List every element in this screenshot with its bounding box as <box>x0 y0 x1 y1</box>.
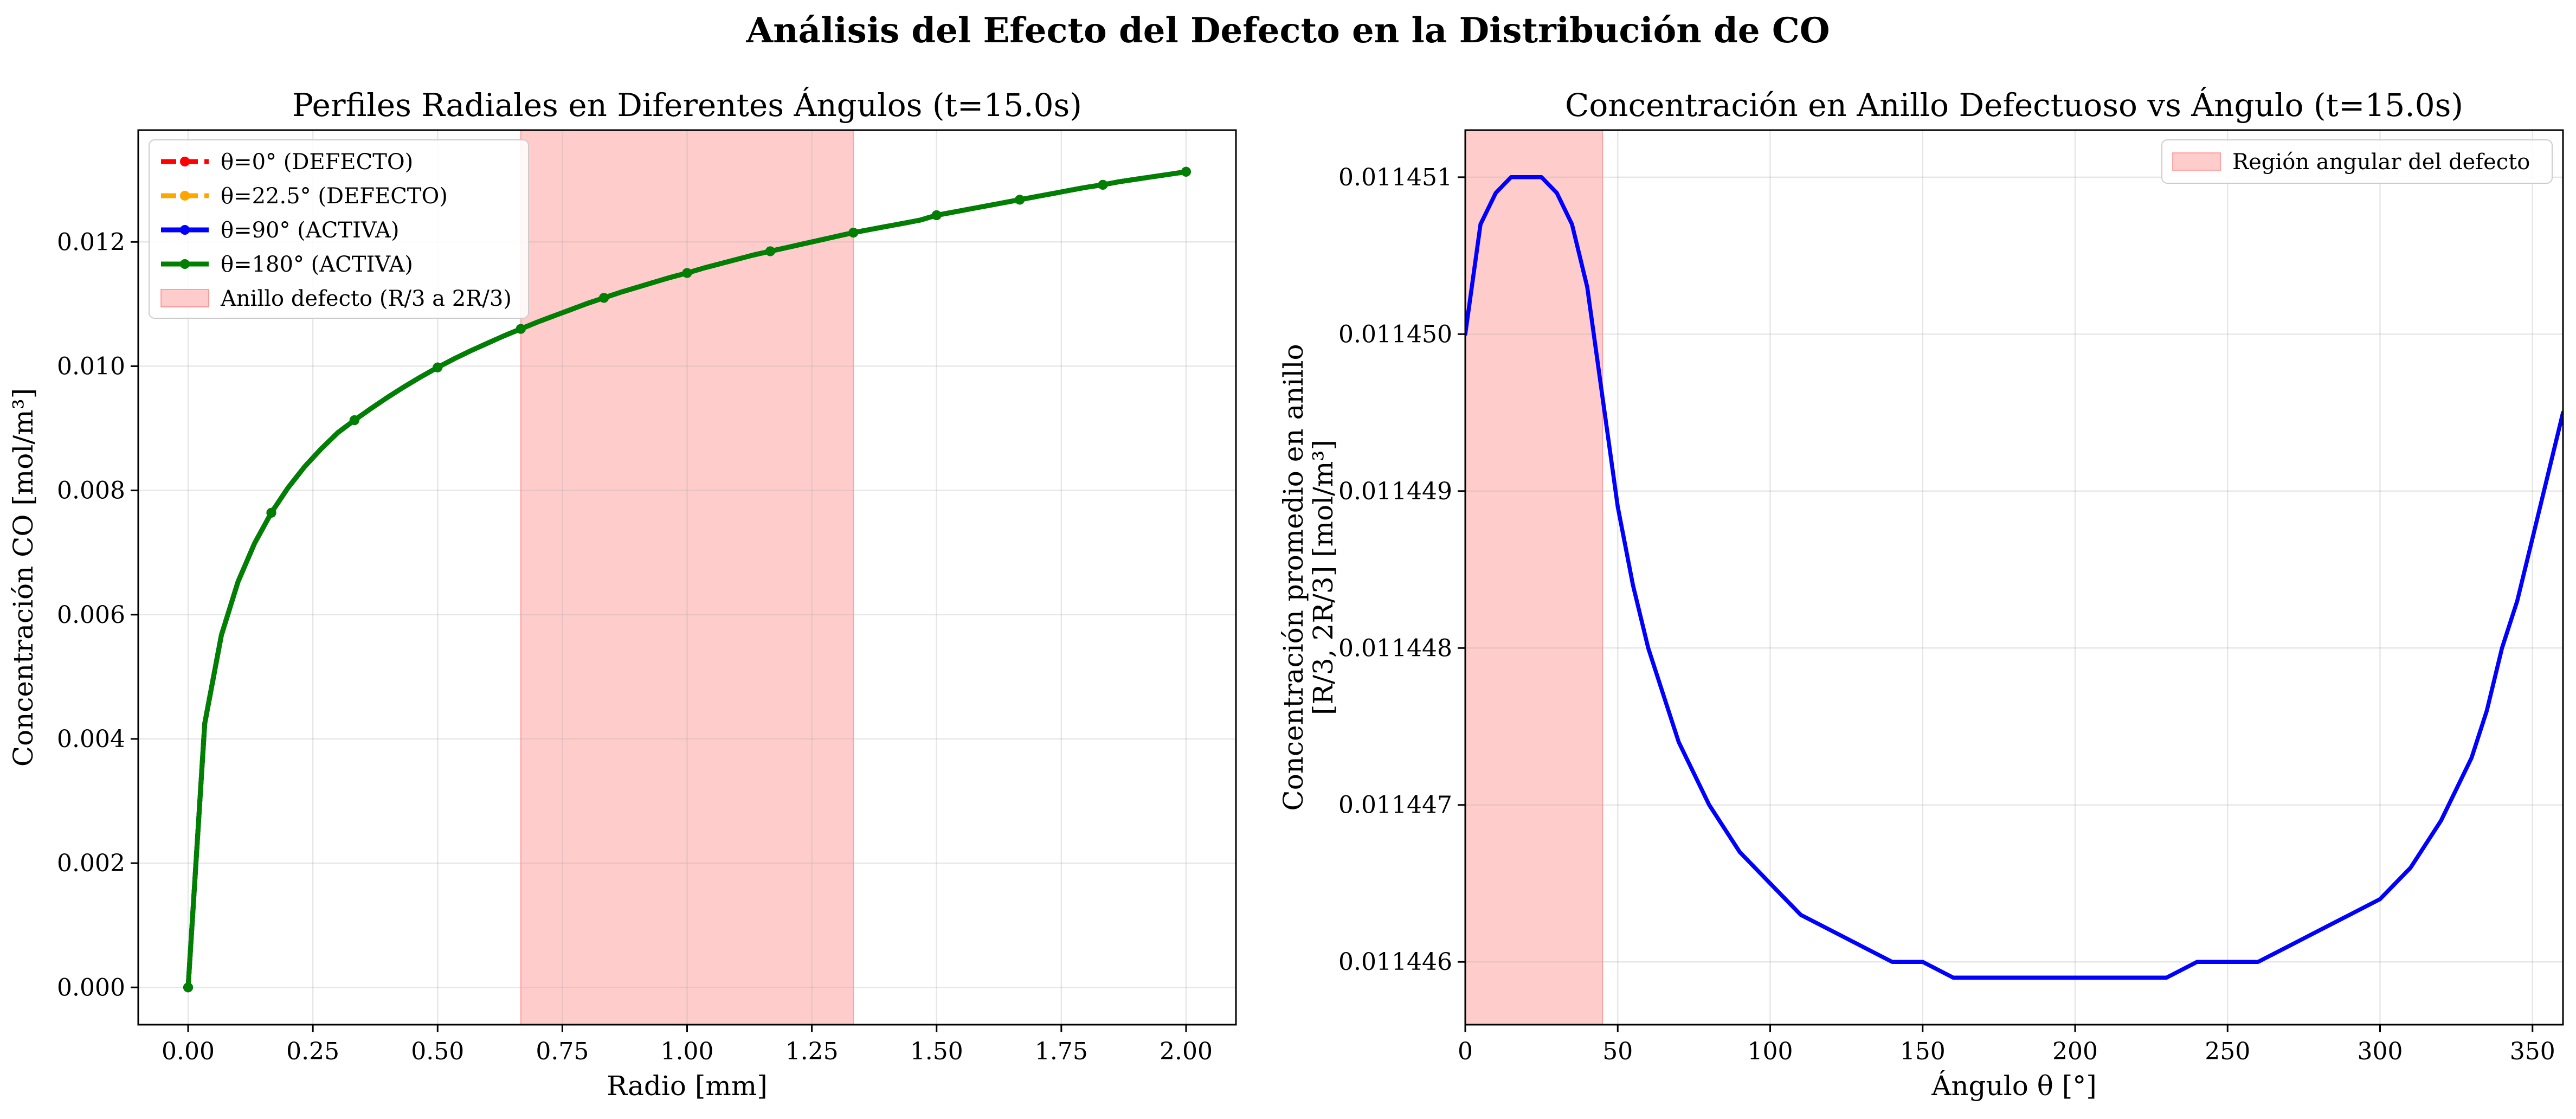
right-chart-title: Concentración en Anillo Defectuoso vs Án… <box>1565 87 2463 124</box>
series-line-1 <box>1465 175 2563 980</box>
data-point <box>1015 195 1025 205</box>
y-tick-label: 0.008 <box>57 477 125 505</box>
data-point <box>516 324 526 334</box>
shaded-region-1 <box>520 130 854 1025</box>
legend-2: Región angular del defecto <box>2161 139 2553 184</box>
x-tick-label: 100 <box>1748 1038 1793 1065</box>
x-tick-label: 1.00 <box>661 1038 714 1065</box>
data-point <box>848 228 859 238</box>
legend-label: Región angular del defecto <box>2232 150 2530 175</box>
legend-swatch <box>2172 152 2221 171</box>
x-tick-label: 150 <box>1900 1038 1946 1065</box>
legend-marker <box>180 225 190 235</box>
legend-marker <box>180 259 190 269</box>
legend-marker <box>180 157 190 166</box>
x-tick-label: 1.75 <box>1035 1038 1088 1065</box>
legend-box <box>149 139 529 319</box>
x-tick-label: 0.50 <box>411 1038 464 1065</box>
left-chart-x-axis-label: Radio [mm] <box>607 1070 767 1102</box>
series-group-2 <box>1465 175 2563 980</box>
legend-1: θ=0° (DEFECTO) θ=22.5° (DEFECTO) θ=90° (AC… <box>149 139 529 319</box>
x-tick-label: 1.25 <box>785 1038 839 1065</box>
y-tick-label: 0.011447 <box>1338 792 1452 819</box>
x-tick-label: 250 <box>2205 1038 2250 1065</box>
data-point <box>765 246 775 256</box>
x-tick-label: 0.00 <box>162 1038 215 1065</box>
legend-label: Anillo defecto (R/3 a 2R/3) <box>220 286 512 311</box>
y-tick-label: 0.002 <box>57 850 125 877</box>
legend-swatch <box>160 289 209 307</box>
legend-label: θ=180° (ACTIVA) <box>221 252 413 277</box>
y-tick-label: 0.004 <box>57 725 125 753</box>
data-point <box>1181 166 1191 177</box>
y-tick-label: 0.000 <box>57 974 125 1001</box>
data-point <box>349 415 359 426</box>
series-group-1 <box>183 166 1191 993</box>
right-chart-y-axis-label-line-1: Concentración promedio en anillo <box>1278 344 1309 811</box>
data-point <box>599 293 609 303</box>
legend-label: θ=90° (ACTIVA) <box>221 218 399 243</box>
data-point <box>682 268 692 278</box>
legend-label: θ=22.5° (DEFECTO) <box>221 184 448 209</box>
axes-frame-2 <box>1464 129 2564 1026</box>
left-chart: Perfiles Radiales en Diferentes Ángulos … <box>8 87 1237 1102</box>
left-chart-title: Perfiles Radiales en Diferentes Ángulos … <box>292 87 1082 124</box>
right-chart-y-axis-label-line-2: [R/3, 2R/3] [mol/m³] <box>1308 440 1339 715</box>
x-tick-label: 350 <box>2510 1038 2555 1065</box>
legend-marker <box>180 191 190 201</box>
x-tick-label: 0 <box>1458 1038 1473 1065</box>
x-tick-label: 50 <box>1602 1038 1633 1065</box>
legend-label: θ=0° (DEFECTO) <box>221 150 413 175</box>
y-tick-label: 0.011446 <box>1338 948 1452 976</box>
x-tick-label: 200 <box>2052 1038 2098 1065</box>
left-chart-y-axis-label: Concentración CO [mol/m³] <box>8 388 39 767</box>
gridlines-1 <box>138 130 1236 1025</box>
y-tick-label: 0.011448 <box>1338 634 1452 662</box>
data-point <box>931 210 942 220</box>
data-point <box>1098 179 1108 190</box>
y-tick-label: 0.010 <box>57 352 125 380</box>
data-point <box>266 507 276 518</box>
data-point <box>183 982 194 993</box>
y-tick-label: 0.012 <box>57 228 125 256</box>
figure-title: Análisis del Efecto del Defecto en la Di… <box>745 10 1830 51</box>
right-chart-x-axis-label: Ángulo θ [°] <box>1931 1070 2097 1102</box>
y-tick-label: 0.011451 <box>1338 164 1452 191</box>
y-tick-label: 0.011449 <box>1338 478 1452 505</box>
data-point <box>433 362 443 372</box>
x-tick-label: 0.25 <box>286 1038 339 1065</box>
y-tick-label: 0.006 <box>57 601 125 629</box>
x-tick-label: 300 <box>2358 1038 2403 1065</box>
y-tick-label: 0.011450 <box>1338 320 1452 348</box>
x-tick-label: 2.00 <box>1160 1038 1213 1065</box>
legend-box <box>2161 139 2553 184</box>
x-tick-label: 1.50 <box>910 1038 963 1065</box>
right-chart: Concentración en Anillo Defectuoso vs Án… <box>1278 87 2564 1102</box>
x-tick-label: 0.75 <box>536 1038 589 1065</box>
